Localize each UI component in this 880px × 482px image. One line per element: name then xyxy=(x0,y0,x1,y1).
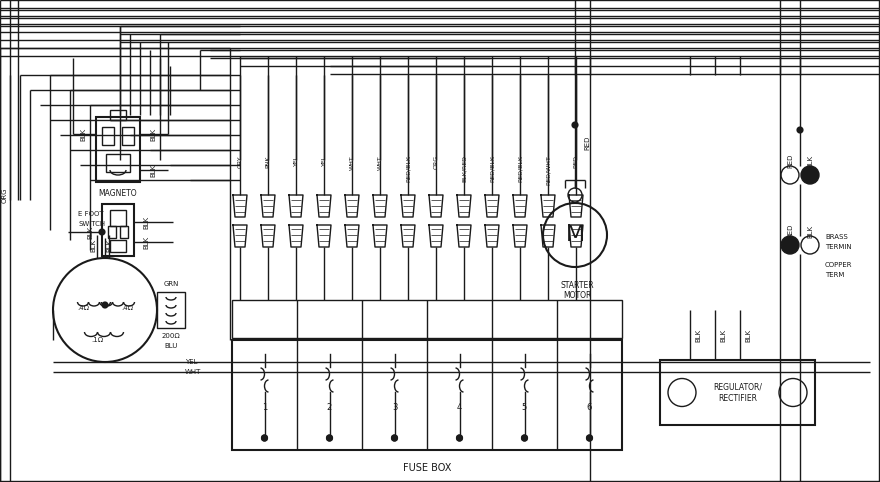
Text: RECTIFIER: RECTIFIER xyxy=(718,394,757,403)
Text: REGULATOR/: REGULATOR/ xyxy=(713,382,762,391)
Text: MOTOR: MOTOR xyxy=(563,291,591,299)
Text: .4Ω: .4Ω xyxy=(77,305,89,311)
Text: TERM: TERM xyxy=(825,272,845,278)
Text: BRASS: BRASS xyxy=(825,234,847,240)
Text: BLK: BLK xyxy=(143,215,149,228)
Text: 1: 1 xyxy=(262,402,268,412)
Text: BLK: BLK xyxy=(695,328,701,342)
Bar xyxy=(232,340,622,450)
Text: 6: 6 xyxy=(587,402,592,412)
Text: BLK: BLK xyxy=(143,235,149,249)
Bar xyxy=(110,110,126,120)
Circle shape xyxy=(781,236,799,254)
Bar xyxy=(110,240,126,252)
Text: BLU: BLU xyxy=(165,343,178,349)
Text: TERMIN: TERMIN xyxy=(825,244,852,250)
Text: BLK: BLK xyxy=(745,328,751,342)
Text: RED: RED xyxy=(787,224,793,238)
Text: RED/BLK: RED/BLK xyxy=(489,155,495,182)
Text: COPPER: COPPER xyxy=(825,262,853,268)
Circle shape xyxy=(521,434,528,442)
Text: E FOOT: E FOOT xyxy=(78,211,104,217)
Text: FUSE BOX: FUSE BOX xyxy=(403,463,451,473)
Text: GRN: GRN xyxy=(164,281,179,287)
Circle shape xyxy=(326,434,333,442)
Text: BLK: BLK xyxy=(90,239,96,252)
Text: .4Ω: .4Ω xyxy=(121,305,133,311)
Circle shape xyxy=(99,228,106,236)
Text: BLK: BLK xyxy=(807,225,813,238)
Text: BLK: BLK xyxy=(87,226,93,239)
Text: 5: 5 xyxy=(522,402,527,412)
Text: RED/BLK: RED/BLK xyxy=(406,155,410,182)
Text: RED/WHT: RED/WHT xyxy=(546,155,551,185)
Circle shape xyxy=(391,434,398,442)
Text: STARTER: STARTER xyxy=(561,281,594,290)
Circle shape xyxy=(261,434,268,442)
Text: MAGNETO: MAGNETO xyxy=(99,189,137,199)
Text: ORG: ORG xyxy=(434,155,438,169)
Bar xyxy=(122,127,134,145)
Circle shape xyxy=(796,126,803,134)
Text: YEL: YEL xyxy=(185,359,197,365)
Circle shape xyxy=(521,434,528,442)
Circle shape xyxy=(571,121,578,129)
Circle shape xyxy=(801,166,819,184)
Circle shape xyxy=(456,434,463,442)
Bar xyxy=(108,226,116,238)
Bar xyxy=(157,292,185,328)
Text: YEL: YEL xyxy=(294,155,298,166)
Text: 3: 3 xyxy=(392,402,397,412)
Text: 200Ω: 200Ω xyxy=(162,333,180,339)
Text: WHT: WHT xyxy=(378,155,383,170)
Circle shape xyxy=(326,434,333,442)
Text: WHT: WHT xyxy=(185,369,202,375)
Bar xyxy=(660,360,815,425)
Text: RED: RED xyxy=(574,155,578,168)
Text: PNK: PNK xyxy=(266,155,270,168)
Text: RED/BLK: RED/BLK xyxy=(517,155,523,182)
Text: M: M xyxy=(566,225,584,245)
Text: BLK: BLK xyxy=(720,328,726,342)
Circle shape xyxy=(456,434,463,442)
Circle shape xyxy=(586,434,593,442)
Text: BLK: BLK xyxy=(150,163,156,176)
Bar xyxy=(102,204,134,256)
Text: SWITCH: SWITCH xyxy=(78,221,105,227)
Circle shape xyxy=(261,434,268,442)
Text: WHT: WHT xyxy=(349,155,355,170)
Text: RED: RED xyxy=(787,154,793,168)
Bar xyxy=(232,300,622,338)
Text: RED: RED xyxy=(584,136,590,150)
Text: BLK: BLK xyxy=(807,154,813,168)
Bar xyxy=(102,127,114,145)
Bar xyxy=(106,154,130,172)
Text: ORG: ORG xyxy=(2,187,8,203)
Text: GRY: GRY xyxy=(238,155,243,168)
Circle shape xyxy=(391,434,398,442)
Bar xyxy=(96,117,140,182)
Text: YEL: YEL xyxy=(321,155,326,166)
Circle shape xyxy=(101,302,108,308)
Text: BLK: BLK xyxy=(106,239,112,252)
Circle shape xyxy=(586,434,593,442)
Text: 4: 4 xyxy=(457,402,462,412)
Bar xyxy=(110,210,126,226)
Text: .1Ω: .1Ω xyxy=(91,337,103,343)
Text: BLK: BLK xyxy=(80,127,86,141)
Text: 2: 2 xyxy=(326,402,332,412)
Text: BLK/RED: BLK/RED xyxy=(461,155,466,182)
Text: BLK: BLK xyxy=(150,127,156,141)
Bar xyxy=(120,226,128,238)
